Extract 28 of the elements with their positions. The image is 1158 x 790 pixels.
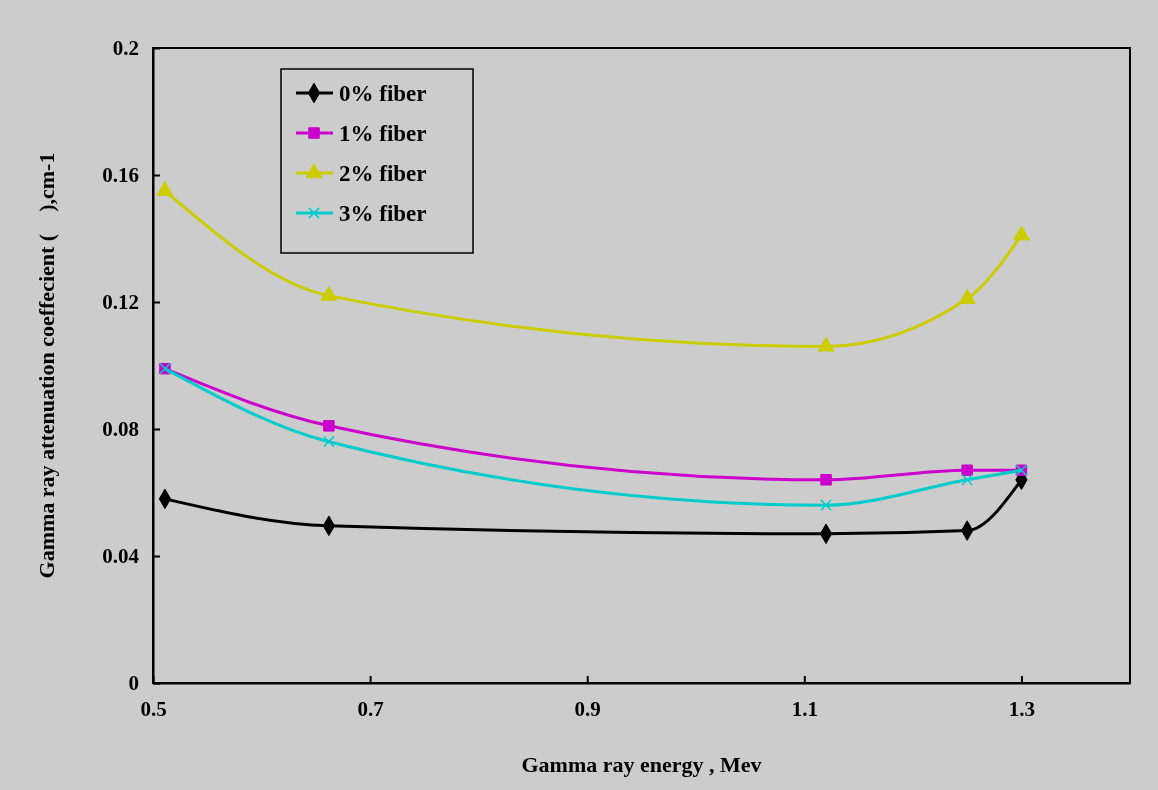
x-tick-label: 0.7	[357, 696, 384, 721]
x-axis-title: Gamma ray energy , Mev	[521, 752, 762, 777]
x-tick-label: 1.3	[1008, 696, 1036, 721]
point	[320, 285, 338, 301]
point	[961, 464, 973, 477]
legend-label: 2% fiber	[339, 161, 427, 186]
point	[961, 473, 974, 486]
point	[820, 499, 832, 512]
y-tick-label: 0.12	[102, 290, 139, 315]
y-tick-label: 0.04	[102, 544, 140, 569]
point	[322, 435, 335, 448]
x-tick-label: 0.9	[574, 696, 601, 721]
y-tick-label: 0.2	[112, 36, 139, 61]
point	[820, 474, 832, 486]
y-tick-label: 0	[128, 671, 139, 696]
point	[1012, 225, 1030, 241]
point	[958, 289, 976, 304]
point	[817, 336, 835, 352]
point	[323, 420, 335, 432]
legend-label: 1% fiber	[339, 121, 427, 146]
legend-label: 3% fiber	[339, 201, 427, 226]
y-tick-label: 0.08	[102, 417, 139, 442]
legend-label: 0% fiber	[339, 81, 427, 106]
x-tick-label: 0.5	[140, 696, 167, 721]
y-tick-label: 0.16	[102, 163, 139, 188]
point	[156, 181, 174, 196]
x-tick-label: 1.1	[791, 696, 818, 721]
y-axis-title: Gamma ray attenuation coeffecient ( ),cm-1	[34, 152, 59, 579]
